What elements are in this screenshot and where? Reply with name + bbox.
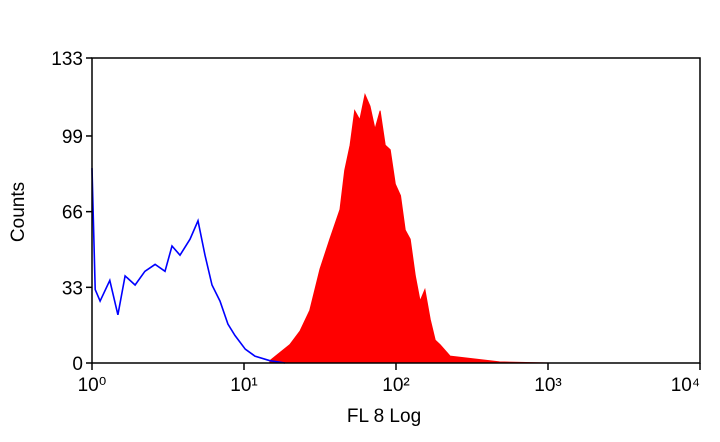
x-axis-label: FL 8 Log — [347, 406, 421, 427]
y-tick-label: 99 — [62, 127, 83, 148]
histogram-area — [269, 93, 551, 364]
x-tick-label: 10¹ — [230, 375, 257, 396]
y-axis-label: Counts — [8, 182, 29, 242]
x-tick-label: 10⁰ — [78, 375, 107, 396]
y-tick-label: 66 — [62, 203, 83, 224]
y-tick-label: 33 — [62, 278, 83, 299]
y-tick-label: 133 — [51, 49, 83, 70]
x-tick-label: 10² — [382, 375, 409, 396]
x-tick-label: 10⁴ — [671, 375, 700, 396]
x-tick-label: 10³ — [534, 375, 561, 396]
y-tick-label: 0 — [72, 354, 83, 375]
histogram-line — [91, 168, 286, 364]
